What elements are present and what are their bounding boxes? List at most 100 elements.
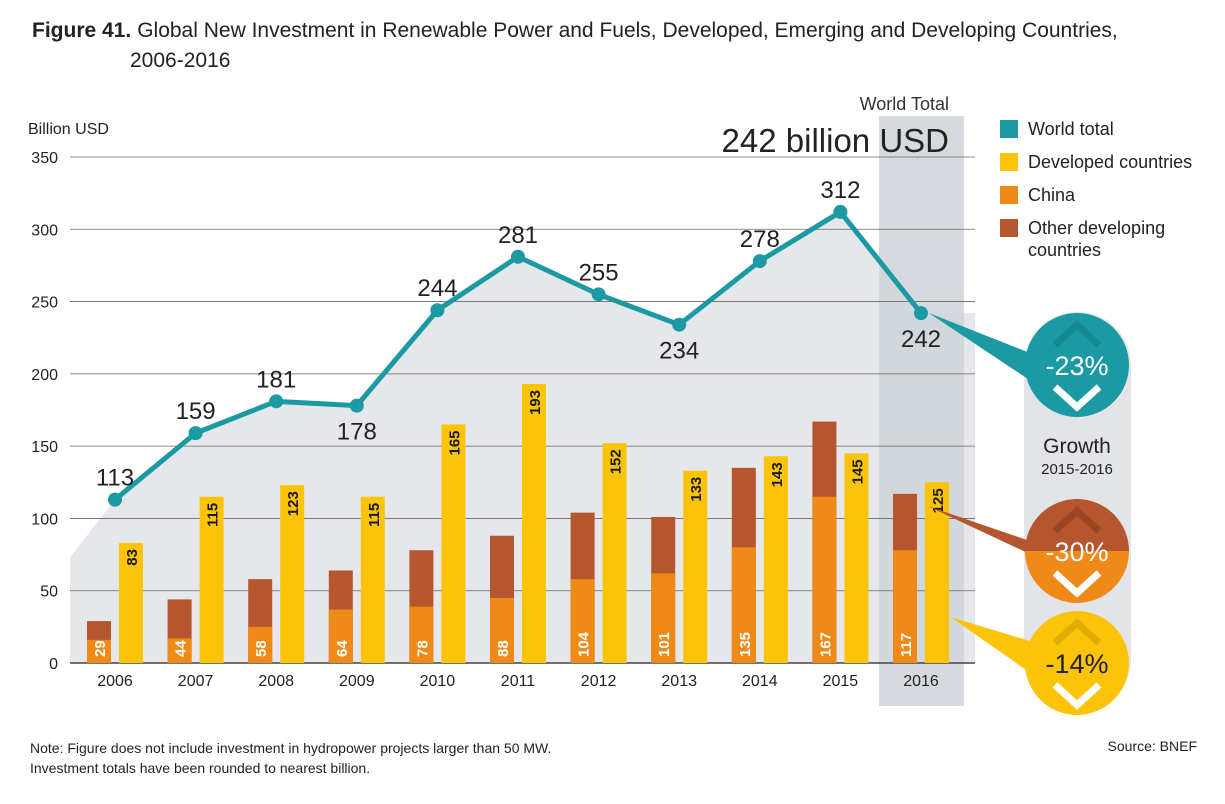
world-total-point [833, 204, 848, 219]
bar-label-emerging: 135 [737, 632, 754, 657]
bar-label-emerging: 58 [253, 640, 270, 657]
x-tick-label: 2010 [420, 673, 456, 690]
x-tick-label: 2006 [97, 673, 133, 690]
bar-developed [441, 424, 466, 663]
growth-title: Growth [1043, 435, 1111, 458]
world-total-point [672, 317, 687, 332]
figure-label: Figure 41. [32, 19, 132, 42]
bar-developed [199, 496, 224, 663]
bar-label-emerging: 167 [817, 632, 834, 657]
x-tick-label: 2011 [501, 673, 536, 690]
highlight-band-2016 [879, 116, 964, 706]
bar-china [570, 579, 595, 663]
y-tick-label: 0 [49, 656, 58, 673]
growth-pointer-developed [951, 617, 1036, 677]
bar-china [167, 638, 192, 663]
title-text-line1: Global New Investment in Renewable Power… [137, 19, 1118, 42]
x-tick-label: 2015 [823, 673, 859, 690]
world-total-value-label: 234 [659, 338, 699, 365]
highlight-label: World Total [860, 94, 949, 114]
growth-developed-down-chevron [1052, 682, 1102, 710]
legend-swatch-developed [1000, 153, 1018, 171]
growth-developed-up-chevron [1052, 618, 1102, 646]
bar-developed [360, 496, 385, 663]
y-tick-label: 100 [31, 511, 58, 528]
legend-swatch-china [1000, 186, 1018, 204]
world-total-point [752, 254, 767, 269]
world-total-value-label: 281 [498, 222, 538, 249]
bar-label-emerging: 29 [92, 640, 109, 657]
bar-developed [522, 383, 546, 663]
bar-china [731, 547, 756, 663]
x-tick-label: 2013 [661, 673, 697, 690]
bar-label-emerging: 64 [334, 640, 351, 657]
bar-label-developed: 165 [446, 430, 463, 455]
bar-developed [683, 470, 708, 663]
world-total-point [349, 398, 364, 413]
world-total-value-label: 178 [337, 419, 377, 446]
growth-pointer-emerging [927, 505, 1032, 555]
bar-china [409, 606, 434, 663]
chart-title: Figure 41. Global New Investment in Renew… [32, 16, 1202, 76]
growth-value-developed: -14% [1045, 649, 1108, 679]
bar-label-developed: 125 [930, 488, 947, 513]
growth-emerging-up-chevron [1052, 506, 1102, 534]
bar-label-emerging: 117 [898, 633, 915, 657]
growth-badge-developed [1025, 611, 1129, 715]
bar-developed [119, 543, 143, 663]
footnote-line1: Note: Figure does not include investment… [30, 740, 552, 756]
growth-value-emerging: -30% [1045, 537, 1108, 567]
title-text-line2: 2006-2016 [130, 49, 231, 72]
x-tick-label: 2007 [178, 673, 214, 690]
legend-label: Other developing countries [1028, 218, 1166, 260]
y-tick-label: 350 [31, 150, 58, 167]
world-total-point [188, 426, 203, 441]
bar-label-developed: 152 [608, 449, 625, 474]
x-tick-label: 2014 [742, 673, 778, 690]
bar-label-developed: 145 [849, 459, 866, 484]
growth-period: 2015-2016 [1041, 461, 1113, 478]
bar-label-developed: 193 [527, 390, 544, 415]
y-tick-label: 300 [31, 222, 58, 239]
bar-label-developed: 123 [285, 491, 302, 516]
bar-label-developed: 83 [124, 549, 141, 566]
world-total-point [511, 249, 525, 264]
world-total-point [269, 394, 284, 409]
source-label: Source: BNEF [1107, 738, 1197, 754]
x-tick-label: 2012 [581, 673, 617, 690]
world-total-value-label: 244 [417, 275, 457, 302]
bar-label-emerging: 101 [656, 632, 673, 657]
y-tick-label: 250 [31, 295, 58, 312]
bar-china [87, 639, 111, 663]
bar-developed [602, 443, 627, 663]
legend-label: World total [1028, 119, 1114, 139]
world-total-value-label: 113 [96, 465, 134, 492]
bar-label-emerging: 44 [173, 640, 190, 657]
bar-label-emerging: 88 [495, 640, 512, 657]
world-total-value-label: 312 [820, 177, 860, 204]
world-total-point [430, 303, 445, 318]
legend-label: China [1028, 185, 1076, 205]
world-total-point [914, 306, 928, 321]
bar-china [651, 573, 676, 663]
legend-swatch-world-total [1000, 120, 1018, 138]
bar-china [328, 609, 353, 663]
world-total-value-label: 278 [740, 226, 780, 253]
x-tick-label: 2009 [339, 673, 375, 690]
x-tick-label: 2008 [258, 673, 294, 690]
growth-pointer-world [929, 313, 1040, 387]
bar-label-developed: 115 [205, 503, 222, 527]
legend-item-developed: Developed countries [1000, 151, 1220, 173]
bar-developed [763, 456, 788, 663]
growth-badge-emerging-bottom [1025, 551, 1129, 603]
legend: World total Developed countries China Ot… [1000, 118, 1220, 272]
footnote-line2: Investment totals have been rounded to n… [30, 760, 371, 776]
y-axis-label: Billion USD [28, 121, 109, 138]
legend-item-china: China [1000, 184, 1220, 206]
growth-badge-emerging-top [1025, 499, 1129, 551]
bar-label-developed: 115 [366, 503, 383, 527]
growth-world-down-chevron [1052, 384, 1102, 412]
y-tick-label: 200 [31, 367, 58, 384]
highlight-value: 242 billion USD [722, 122, 949, 159]
world-total-value-label: 181 [256, 366, 296, 393]
